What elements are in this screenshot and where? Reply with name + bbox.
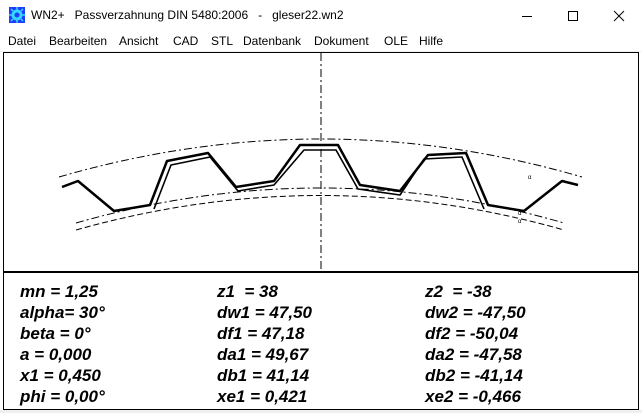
menu-separator — [0, 51, 642, 52]
shaft-tooth-profile — [61, 143, 579, 213]
param-da1: da1 = 49,67 — [217, 345, 309, 364]
close-icon — [613, 10, 625, 21]
menu-datenbank[interactable]: Datenbank — [243, 34, 302, 48]
maximize-icon — [568, 10, 578, 21]
menu-hilfe[interactable]: Hilfe — [419, 34, 444, 48]
param-alpha: alpha= 30° — [20, 303, 105, 322]
param-beta: beta = 0° — [20, 324, 91, 343]
menu-ansicht[interactable]: Ansicht — [119, 34, 159, 48]
parameter-divider — [4, 271, 638, 273]
param-xe2: xe2 = -0,466 — [425, 387, 521, 406]
menu-bearbeiten[interactable]: Bearbeiten — [49, 34, 108, 48]
menu-ole[interactable]: OLE — [384, 34, 409, 48]
param-db1: db1 = 41,14 — [217, 366, 310, 385]
window-bottom-frame — [0, 410, 642, 413]
root-circle-arc — [75, 195, 565, 231]
gear-tooth-drawing[interactable]: α α α — [4, 53, 638, 271]
param-x1: x1 = 0,450 — [20, 366, 101, 385]
tip-circle-arc — [58, 138, 583, 178]
param-da2: da2 = -47,58 — [425, 345, 522, 364]
minimize-icon — [522, 15, 532, 17]
maximize-button[interactable] — [550, 0, 596, 31]
minimize-button[interactable] — [504, 0, 550, 31]
close-button[interactable] — [596, 0, 642, 31]
marker-right-2: α — [518, 211, 522, 217]
window-title: WN2+ Passverzahnung DIN 5480:2006 - gles… — [31, 8, 344, 22]
param-a: a = 0,000 — [20, 345, 92, 364]
menu-stl[interactable]: STL — [211, 34, 234, 48]
menu-dokument[interactable]: Dokument — [314, 34, 369, 48]
menu-cad[interactable]: CAD — [173, 34, 199, 48]
param-mn: mn = 1,25 — [20, 282, 98, 301]
menu-bar: Datei Bearbeiten Ansicht CAD STL Datenba… — [0, 31, 642, 51]
menu-datei[interactable]: Datei — [8, 34, 37, 48]
param-df2: df2 = -50,04 — [425, 324, 519, 343]
param-z2: z2 = -38 — [425, 282, 492, 301]
title-bar: WN2+ Passverzahnung DIN 5480:2006 - gles… — [0, 0, 642, 31]
hub-tooth-profile — [153, 149, 485, 210]
param-z1: z1 = 38 — [217, 282, 278, 301]
param-dw1: dw1 = 47,50 — [217, 303, 312, 322]
param-phi: phi = 0,00° — [20, 387, 105, 406]
app-icon[interactable] — [9, 7, 25, 23]
param-dw2: dw2 = -47,50 — [425, 303, 526, 322]
marker-right-1: α — [528, 175, 532, 181]
param-xe1: xe1 = 0,421 — [217, 387, 308, 406]
param-db2: db2 = -41,14 — [425, 366, 523, 385]
client-area: α α α mn = 1,25 alpha= 30° beta = 0° a =… — [3, 52, 639, 410]
param-df1: df1 = 47,18 — [217, 324, 305, 343]
marker-right-3: α — [518, 219, 522, 225]
